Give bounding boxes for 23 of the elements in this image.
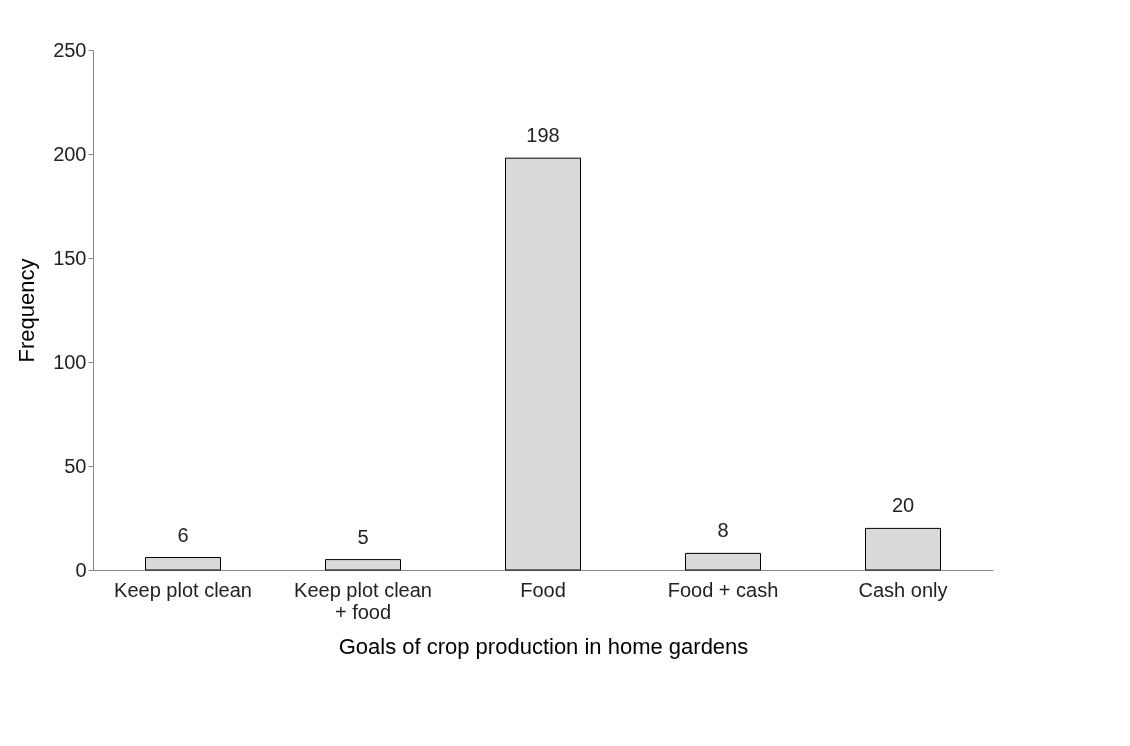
x-tick-label: Food xyxy=(520,578,566,601)
x-tick-label: Cash only xyxy=(858,578,948,601)
bar xyxy=(865,527,941,571)
data-label: 198 xyxy=(526,124,560,147)
data-label: 20 xyxy=(891,494,915,517)
y-tick-label: 200 xyxy=(53,142,87,165)
bar xyxy=(145,557,221,571)
y-tick-label: 50 xyxy=(64,454,87,477)
x-axis-title: Goals of crop production in home gardens xyxy=(338,633,749,659)
y-tick-label: 250 xyxy=(53,38,87,61)
y-tick-label: 100 xyxy=(53,350,87,373)
x-tick-label: Keep plot clean + food xyxy=(294,578,432,623)
bar xyxy=(325,559,401,571)
y-tick-label: 150 xyxy=(53,246,87,269)
data-label: 8 xyxy=(717,519,729,542)
x-tick-label: Keep plot clean xyxy=(114,578,252,601)
bar xyxy=(505,157,581,571)
data-label: 6 xyxy=(177,523,189,546)
x-tick-label: Food + cash xyxy=(667,578,779,601)
y-tick-label: 0 xyxy=(75,558,87,581)
y-axis-title: Frequency xyxy=(14,258,40,363)
bar xyxy=(685,552,761,571)
data-label: 5 xyxy=(357,525,369,548)
